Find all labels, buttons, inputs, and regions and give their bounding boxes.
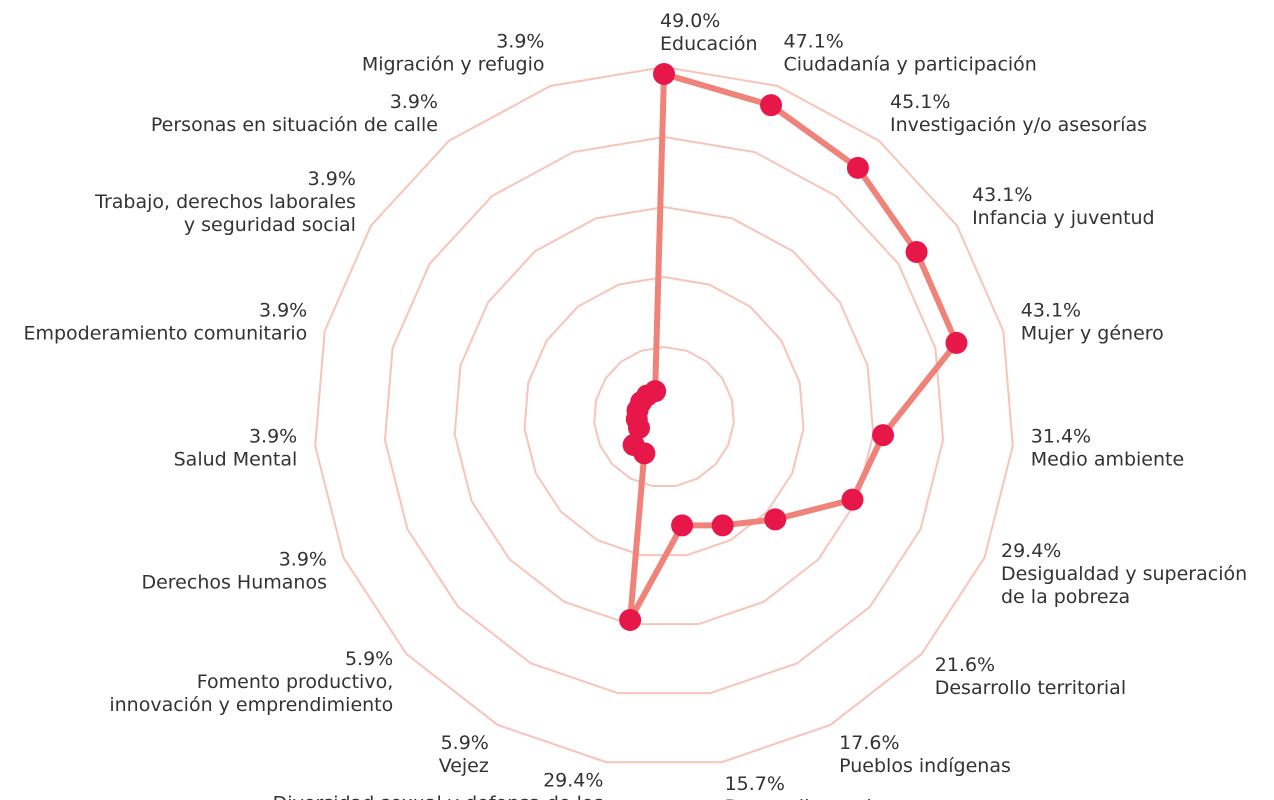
value-label: 3.9% (259, 300, 307, 322)
grid-ring (523, 275, 805, 557)
data-point (905, 240, 928, 263)
category-label: Salud Mental (174, 449, 298, 471)
value-label: 5.9% (345, 648, 393, 670)
category-label: Ciudadanía y participación (783, 54, 1036, 76)
value-label: 49.0% (660, 10, 720, 32)
data-point (711, 514, 734, 537)
category-label: Fomento productivo, (197, 671, 394, 693)
data-point (671, 514, 694, 537)
grid-ring (314, 65, 1014, 764)
category-label: Desarrollo territorial (935, 677, 1126, 699)
category-label: Infancia y juventud (972, 207, 1155, 229)
category-label: y seguridad social (184, 214, 356, 236)
value-label: 17.6% (839, 732, 899, 754)
value-label: 31.4% (1031, 426, 1091, 448)
value-label: 43.1% (1021, 300, 1081, 322)
category-label: Diversidad sexual y defensa de los (273, 792, 604, 800)
category-label: innovación y emprendimiento (109, 694, 393, 716)
category-label: de la pobreza (1001, 586, 1130, 608)
value-label: 29.4% (1001, 540, 1061, 562)
data-line (627, 71, 960, 623)
data-point (846, 156, 869, 179)
category-label: Empoderamiento comunitario (23, 323, 307, 345)
data-point (872, 424, 895, 447)
category-label: Trabajo, derechos laborales (94, 191, 356, 213)
data-point (764, 508, 787, 531)
category-label: Desarrollo rural (725, 796, 872, 800)
category-label: Investigación y/o asesorías (890, 114, 1147, 136)
data-point (619, 608, 642, 631)
category-label: Pueblos indígenas (839, 755, 1011, 777)
data-point (644, 380, 667, 403)
category-label: Mujer y género (1021, 323, 1164, 345)
value-label: 45.1% (890, 91, 950, 113)
value-label: 3.9% (249, 426, 297, 448)
grid-ring (383, 135, 945, 695)
category-label: Vejez (439, 755, 489, 777)
value-label: 3.9% (308, 168, 356, 190)
data-point (653, 63, 675, 85)
category-label: Personas en situación de calle (151, 114, 438, 136)
grid-ring (453, 205, 875, 626)
value-label: 47.1% (783, 31, 843, 53)
data-point (841, 488, 864, 511)
value-label: 43.1% (972, 184, 1032, 206)
category-label: Desigualdad y superación (1001, 563, 1247, 585)
category-label: Medio ambiente (1031, 449, 1184, 471)
value-label: 15.7% (725, 773, 785, 795)
grid-ring (593, 345, 735, 488)
value-label: 3.9% (496, 31, 544, 53)
category-label: Derechos Humanos (141, 571, 327, 593)
value-label: 3.9% (279, 548, 327, 570)
category-label: Educación (660, 33, 758, 55)
category-label: Migración y refugio (362, 54, 545, 76)
value-label: 5.9% (441, 732, 489, 754)
value-label: 29.4% (543, 769, 603, 791)
value-label: 3.9% (390, 91, 438, 113)
value-label: 21.6% (935, 654, 995, 676)
data-point (622, 433, 645, 456)
data-point (760, 94, 783, 117)
data-point (945, 331, 968, 354)
